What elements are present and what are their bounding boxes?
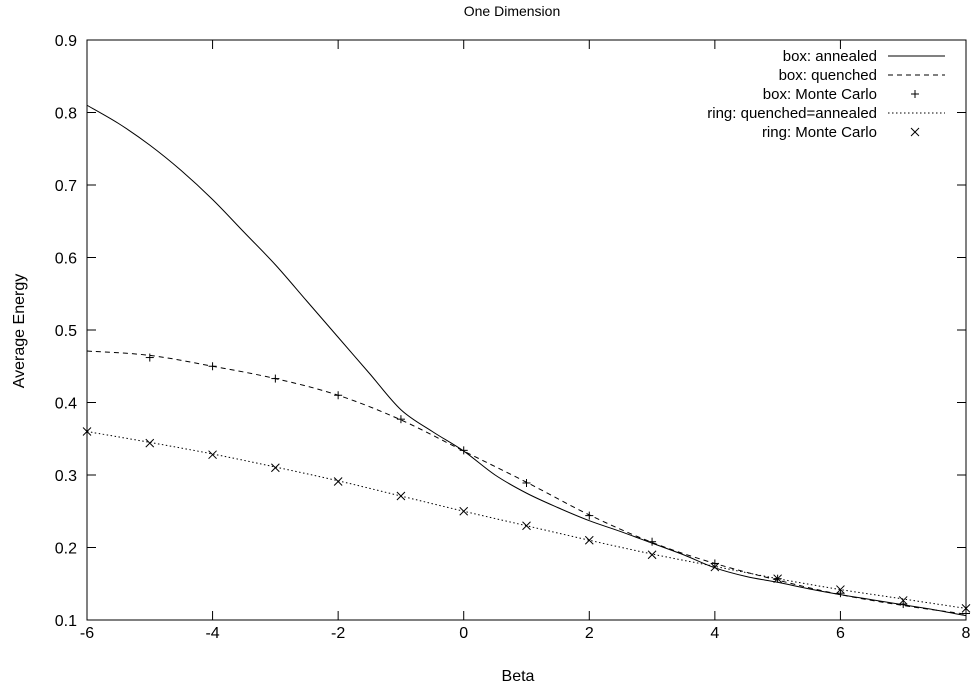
- y-tick-label: 0.1: [55, 613, 77, 630]
- series-2-point: [334, 391, 343, 400]
- legend-swatch: [910, 127, 920, 137]
- y-tick-label: 0.4: [55, 396, 77, 413]
- series-2-point: [710, 559, 719, 568]
- x-tick-label: -6: [80, 625, 94, 642]
- series-4-point: [710, 562, 720, 572]
- series-2-point: [836, 589, 845, 598]
- y-tick-label: 0.2: [55, 541, 77, 558]
- legend: box: annealed box: quenched box: Monte Car…: [707, 48, 945, 141]
- series-4-point: [584, 535, 594, 545]
- legend-label: box: annealed: [783, 48, 877, 65]
- y-tick-label: 0.3: [55, 468, 77, 485]
- series-4-point: [333, 477, 343, 486]
- series-4-point: [459, 506, 469, 516]
- legend-label: ring: Monte Carlo: [762, 124, 877, 141]
- y-axis-title: Average Energy: [11, 274, 28, 388]
- x-tick-label: 2: [585, 625, 594, 642]
- series-4-point: [898, 596, 908, 605]
- series-2-point: [459, 446, 468, 455]
- legend-label: box: quenched: [779, 67, 877, 84]
- series-4-point: [522, 521, 531, 531]
- x-tick-label: -4: [205, 625, 219, 642]
- series-layer: [82, 104, 971, 618]
- x-tick-label: 8: [962, 625, 971, 642]
- series-2-point: [271, 374, 280, 383]
- series-2-point: [648, 537, 657, 546]
- series-2-point: [145, 353, 154, 362]
- series-4-point: [208, 450, 217, 460]
- series-4-point: [271, 463, 280, 473]
- series-2-point: [396, 415, 405, 424]
- y-tick-label: 0.9: [55, 33, 77, 50]
- series-4-point: [773, 574, 782, 584]
- axis-layer: -6 -4 -2 0 2 4 6 8 0.1 0.2 0.3 0.4 0.5 0.6 0.7 0.8 0.9: [55, 33, 971, 642]
- chart-title: One Dimension: [464, 3, 561, 19]
- y-tick-label: 0.7: [55, 178, 77, 195]
- y-tick-label: 0.6: [55, 251, 77, 268]
- legend-label: box: Monte Carlo: [763, 86, 877, 103]
- series-2-point: [208, 362, 217, 371]
- legend-label: ring: quenched=annealed: [707, 105, 877, 122]
- series-3-line: [86, 431, 967, 609]
- legend-swatch: [911, 90, 919, 98]
- y-tick-label: 0.5: [55, 323, 77, 340]
- x-tick-label: -2: [331, 625, 345, 642]
- x-tick-label: 6: [836, 625, 845, 642]
- series-4-point: [836, 585, 845, 594]
- series-4-point: [145, 438, 155, 448]
- series-2-point: [585, 511, 594, 520]
- x-tick-label: 4: [710, 625, 719, 642]
- series-2-point: [522, 478, 531, 487]
- series-0-line: [86, 104, 967, 617]
- series-2-point: [899, 600, 908, 609]
- x-axis-title: Beta: [502, 668, 535, 685]
- y-tick-label: 0.8: [55, 106, 77, 123]
- x-tick-label: 0: [459, 625, 468, 642]
- series-4-point: [396, 491, 406, 501]
- series-4-point: [647, 550, 657, 560]
